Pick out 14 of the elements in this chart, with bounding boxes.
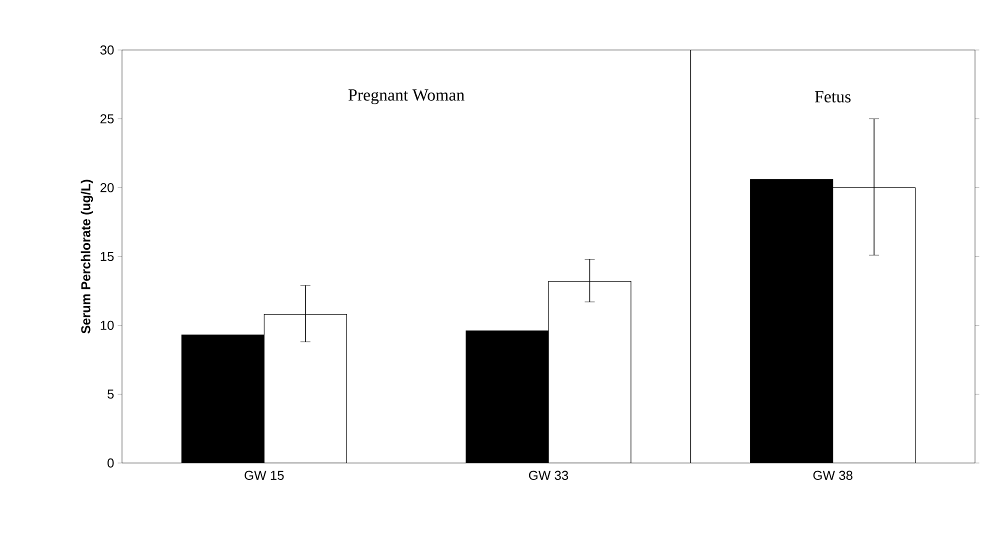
- y-axis-title: Serum Perchlorate (ug/L): [80, 180, 93, 334]
- annotation: Fetus: [814, 91, 851, 102]
- x-tick-label: GW 38: [813, 470, 852, 480]
- x-tick-label: GW 33: [529, 470, 568, 480]
- y-tick-label: 0: [108, 458, 114, 468]
- y-tick-label: 25: [100, 114, 114, 124]
- y-tick-label: 20: [100, 183, 114, 192]
- y-tick-label: 5: [108, 390, 114, 399]
- bar: [832, 187, 916, 463]
- y-tick-label: 15: [100, 252, 114, 262]
- y-tick-label: 30: [100, 45, 114, 55]
- annotation: Pregnant Woman: [348, 89, 464, 104]
- x-tick-label: GW 15: [244, 470, 284, 480]
- y-tick-label: 10: [100, 320, 114, 330]
